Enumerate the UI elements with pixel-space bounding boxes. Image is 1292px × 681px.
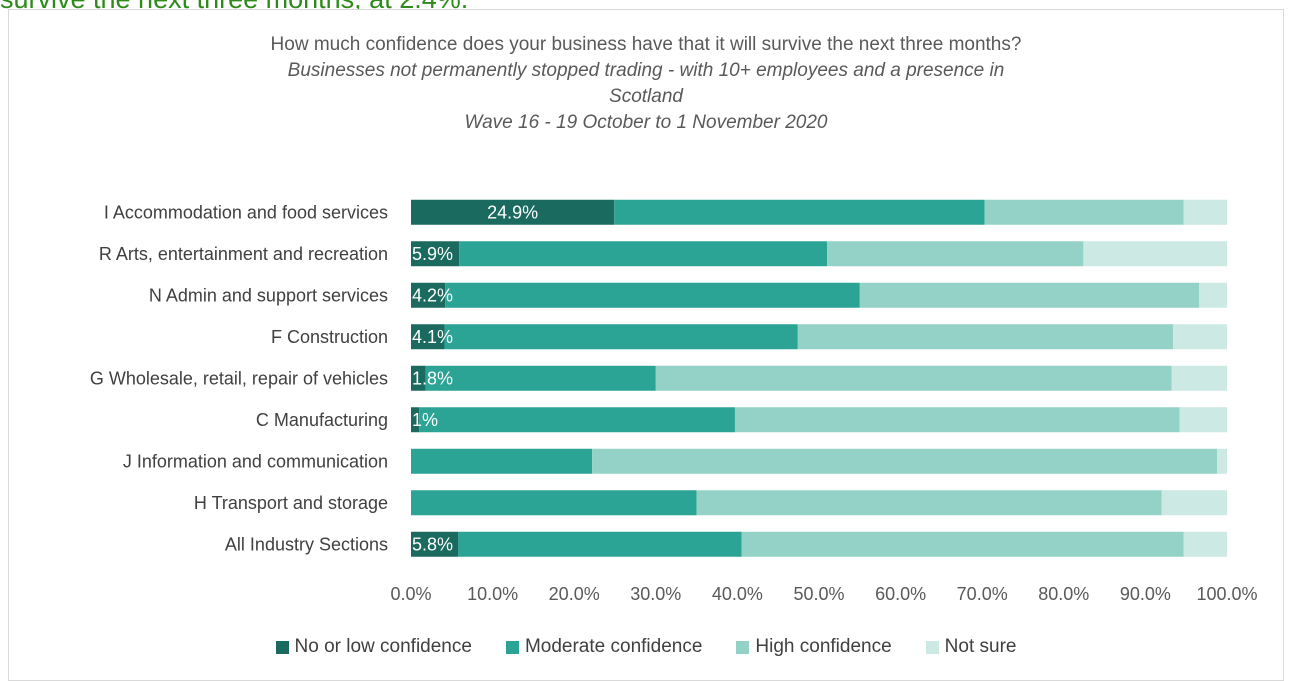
x-tick-label: 20.0% <box>549 584 600 604</box>
bar-segment-high-confidence <box>655 365 1172 391</box>
bar-segment-moderate-confidence <box>444 324 798 350</box>
bar-segment-high-confidence <box>734 407 1180 433</box>
bar-segment-no-or-low-confidence <box>411 324 445 350</box>
x-tick-label: 100.0% <box>1196 584 1257 604</box>
bar-segment-moderate-confidence <box>411 490 697 516</box>
bar-segment-moderate-confidence <box>458 531 742 557</box>
legend: No or low confidence Moderate confidence H… <box>0 636 1292 658</box>
x-tick-label: 50.0% <box>793 584 844 604</box>
legend-swatch <box>275 640 289 654</box>
data-label: 5.8% <box>412 534 453 554</box>
x-tick-label: 80.0% <box>1038 584 1089 604</box>
chart-subtitle-line-3: Wave 16 - 19 October to 1 November 2020 <box>464 112 828 133</box>
category-label: C Manufacturing <box>256 410 388 430</box>
chart-subtitle-line-1: Businesses not permanently stopped tradi… <box>287 60 1005 81</box>
data-label: 5.9% <box>412 244 453 264</box>
bar-segment-no-or-low-confidence <box>411 199 615 225</box>
legend-item: Not sure <box>925 636 1017 658</box>
legend-item: High confidence <box>736 636 892 658</box>
legend-label: Not sure <box>944 636 1017 657</box>
legend-label: High confidence <box>755 636 892 657</box>
bar-segment-moderate-confidence <box>614 199 985 225</box>
bar-segment-not-sure <box>1083 241 1227 267</box>
category-label: H Transport and storage <box>194 493 388 513</box>
bar-segment-moderate-confidence <box>425 365 656 391</box>
bar-segment-not-sure <box>1183 531 1227 557</box>
x-tick-label: 30.0% <box>630 584 681 604</box>
data-label: 1.8% <box>412 368 453 388</box>
chart-title: How much confidence does your business h… <box>270 34 1022 55</box>
bar-segment-not-sure <box>1171 365 1227 391</box>
bar-segment-high-confidence <box>797 324 1174 350</box>
bar-segment-high-confidence <box>984 199 1184 225</box>
category-label: I Accommodation and food services <box>104 202 388 222</box>
bar-segment-no-or-low-confidence <box>411 365 426 391</box>
x-tick-label: 90.0% <box>1120 584 1171 604</box>
data-label: 1% <box>412 410 438 430</box>
category-label: N Admin and support services <box>149 285 388 305</box>
bar-segment-high-confidence <box>592 448 1218 474</box>
x-tick-label: 40.0% <box>712 584 763 604</box>
chart-titles: How much confidence does your business h… <box>0 32 1292 136</box>
legend-item: Moderate confidence <box>505 636 703 658</box>
x-tick-label: 70.0% <box>957 584 1008 604</box>
bar-segment-not-sure <box>1199 282 1227 308</box>
bar-segment-no-or-low-confidence <box>411 531 459 557</box>
data-label: 4.2% <box>412 285 453 305</box>
x-tick-label: 60.0% <box>875 584 926 604</box>
bar-segment-moderate-confidence <box>445 282 860 308</box>
legend-swatch <box>505 640 519 654</box>
x-tick-label: 0.0% <box>390 584 431 604</box>
category-label: All Industry Sections <box>225 534 388 554</box>
bar-segment-moderate-confidence <box>411 448 593 474</box>
category-label: G Wholesale, retail, repair of vehicles <box>90 368 388 388</box>
legend-swatch <box>925 640 939 654</box>
chart-subtitle-line-2: Scotland <box>609 86 683 107</box>
bar-segment-no-or-low-confidence <box>411 407 420 433</box>
bar-segment-not-sure <box>1183 199 1227 225</box>
legend-swatch <box>736 640 750 654</box>
legend-label: Moderate confidence <box>524 636 703 657</box>
data-label: 24.9% <box>487 202 538 222</box>
legend-label: No or low confidence <box>294 636 472 657</box>
bar-segment-high-confidence <box>741 531 1184 557</box>
bar-segment-high-confidence <box>827 241 1084 267</box>
bar-segment-high-confidence <box>859 282 1200 308</box>
bar-segment-not-sure <box>1217 448 1227 474</box>
bar-segment-not-sure <box>1179 407 1227 433</box>
bar-segment-no-or-low-confidence <box>411 241 460 267</box>
category-label: F Construction <box>271 327 388 347</box>
category-label: J Information and communication <box>123 451 388 471</box>
bar-segment-not-sure <box>1173 324 1227 350</box>
bar-segment-moderate-confidence <box>459 241 828 267</box>
legend-item: No or low confidence <box>275 636 472 658</box>
bar-segment-not-sure <box>1161 490 1227 516</box>
x-tick-label: 10.0% <box>467 584 518 604</box>
data-label: 4.1% <box>412 327 453 347</box>
bar-segment-no-or-low-confidence <box>411 282 446 308</box>
bar-segment-moderate-confidence <box>419 407 735 433</box>
bar-segment-high-confidence <box>696 490 1162 516</box>
category-label: R Arts, entertainment and recreation <box>99 244 388 264</box>
